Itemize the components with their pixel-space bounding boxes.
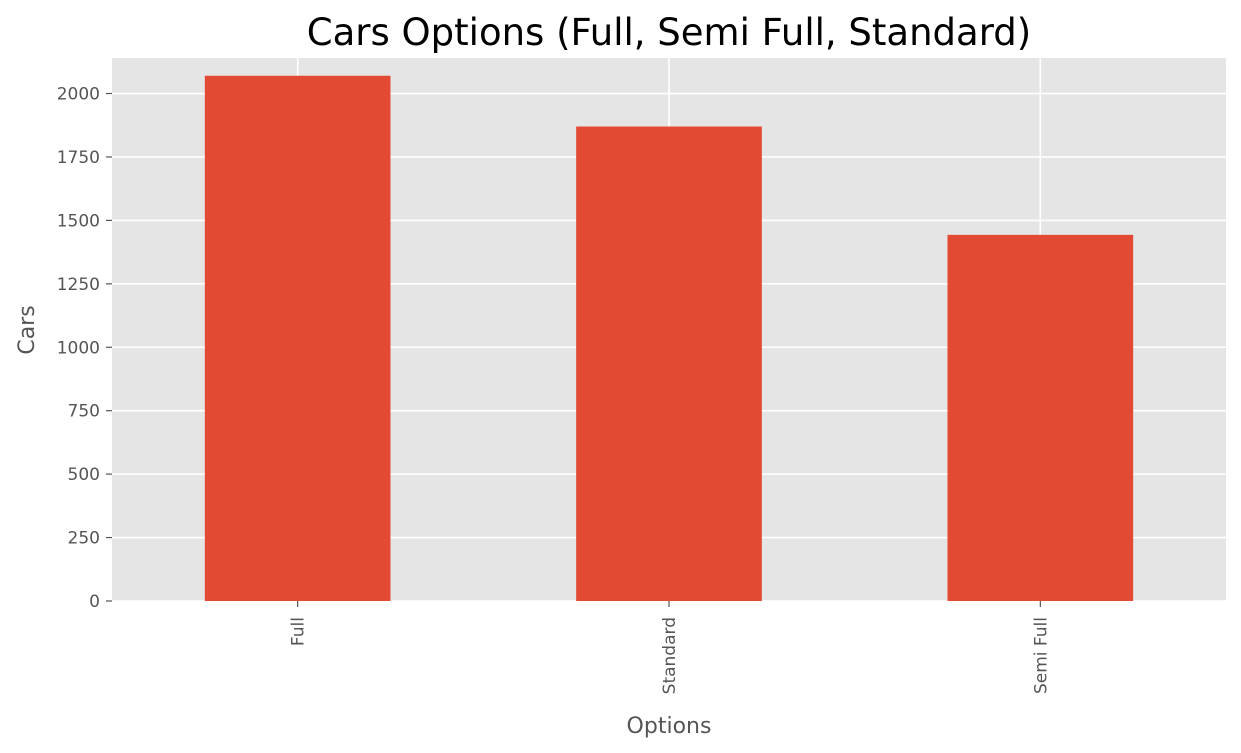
y-tick-label: 500 <box>68 465 100 485</box>
x-axis: Full Standard Semi Full <box>289 601 1051 694</box>
y-tick-label: 0 <box>89 592 100 612</box>
y-axis: 0 250 500 750 1000 1250 1500 1750 2000 <box>57 85 112 612</box>
y-tick-label: 1750 <box>57 148 100 168</box>
chart-title: Cars Options (Full, Semi Full, Standard) <box>307 11 1031 54</box>
y-tick-label: 1250 <box>57 275 100 295</box>
bars <box>204 75 1134 602</box>
y-tick-label: 750 <box>68 402 100 422</box>
x-tick-label: Full <box>289 617 309 646</box>
x-tick-label: Standard <box>660 617 680 694</box>
bar-semi-full <box>947 234 1134 602</box>
y-tick-label: 1000 <box>57 338 100 358</box>
y-tick-label: 1500 <box>57 211 100 231</box>
y-axis-label: Cars <box>15 305 40 354</box>
y-tick-label: 250 <box>68 529 100 549</box>
y-tick-label: 2000 <box>57 85 100 105</box>
x-axis-label: Options <box>627 714 712 739</box>
bar-standard <box>576 126 762 602</box>
bar-full <box>204 75 391 602</box>
x-tick-label: Semi Full <box>1031 617 1051 694</box>
